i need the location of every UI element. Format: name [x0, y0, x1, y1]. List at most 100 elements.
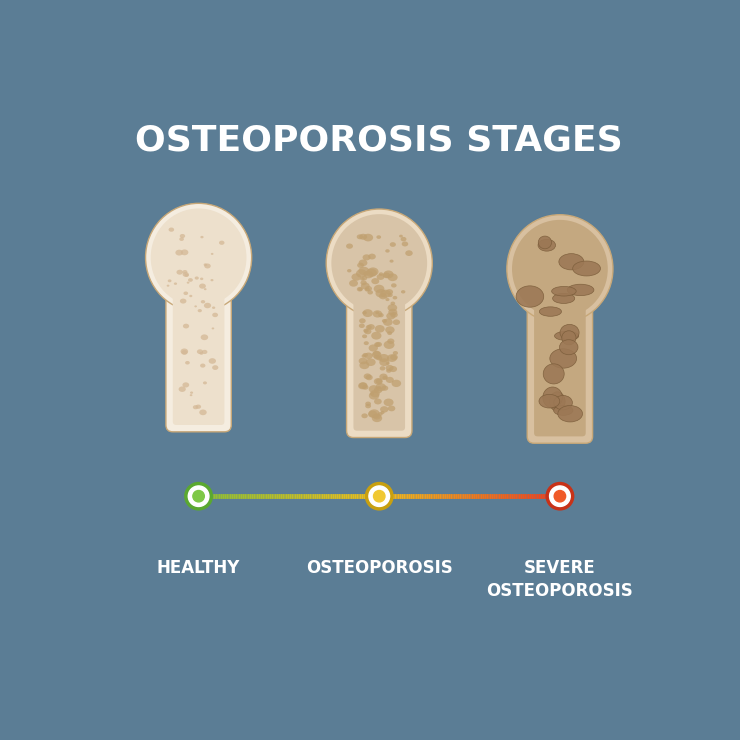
Ellipse shape — [199, 283, 206, 289]
Ellipse shape — [169, 227, 174, 232]
Ellipse shape — [200, 363, 206, 368]
Ellipse shape — [188, 278, 193, 282]
Circle shape — [185, 482, 212, 510]
Ellipse shape — [195, 405, 201, 408]
Ellipse shape — [212, 366, 218, 370]
Ellipse shape — [366, 358, 376, 366]
Ellipse shape — [388, 293, 393, 297]
Ellipse shape — [371, 278, 380, 284]
Ellipse shape — [373, 414, 381, 420]
FancyBboxPatch shape — [354, 260, 405, 431]
Ellipse shape — [363, 255, 371, 260]
Ellipse shape — [389, 366, 397, 372]
Ellipse shape — [386, 362, 389, 365]
Ellipse shape — [379, 272, 383, 276]
Text: OSTEOPOROSIS STAGES: OSTEOPOROSIS STAGES — [135, 123, 623, 157]
Ellipse shape — [179, 238, 184, 241]
Ellipse shape — [375, 312, 379, 314]
FancyBboxPatch shape — [173, 254, 224, 425]
Ellipse shape — [386, 298, 389, 301]
Ellipse shape — [175, 249, 183, 255]
Ellipse shape — [380, 406, 388, 413]
Ellipse shape — [539, 394, 559, 408]
Ellipse shape — [380, 358, 389, 366]
Ellipse shape — [146, 204, 252, 312]
Ellipse shape — [550, 391, 565, 411]
Ellipse shape — [381, 386, 389, 391]
Ellipse shape — [204, 263, 207, 266]
Ellipse shape — [346, 243, 353, 249]
Ellipse shape — [386, 365, 394, 371]
Ellipse shape — [369, 385, 379, 393]
Ellipse shape — [374, 387, 383, 394]
Ellipse shape — [383, 376, 388, 380]
Ellipse shape — [379, 293, 387, 300]
Ellipse shape — [383, 399, 394, 406]
Circle shape — [366, 482, 393, 510]
Ellipse shape — [383, 318, 393, 326]
Ellipse shape — [512, 220, 608, 318]
Ellipse shape — [391, 302, 395, 305]
Ellipse shape — [375, 342, 382, 347]
Text: OSTEOPOROSIS: OSTEOPOROSIS — [306, 559, 453, 577]
Ellipse shape — [364, 352, 373, 359]
Ellipse shape — [178, 386, 186, 392]
Ellipse shape — [383, 340, 394, 349]
Ellipse shape — [326, 209, 432, 317]
Ellipse shape — [204, 288, 206, 290]
Ellipse shape — [358, 266, 369, 275]
Ellipse shape — [358, 383, 367, 389]
Ellipse shape — [374, 325, 385, 332]
Ellipse shape — [390, 354, 398, 360]
Ellipse shape — [359, 357, 367, 364]
Ellipse shape — [201, 300, 205, 303]
Ellipse shape — [386, 326, 394, 334]
Ellipse shape — [400, 237, 406, 241]
Ellipse shape — [363, 309, 373, 317]
Ellipse shape — [393, 320, 400, 325]
Ellipse shape — [362, 385, 369, 390]
Ellipse shape — [363, 329, 369, 333]
Ellipse shape — [181, 350, 187, 354]
Ellipse shape — [369, 409, 380, 418]
Ellipse shape — [382, 319, 387, 323]
Ellipse shape — [166, 285, 169, 286]
Ellipse shape — [209, 358, 216, 364]
Ellipse shape — [168, 280, 172, 282]
Ellipse shape — [183, 323, 189, 329]
Ellipse shape — [386, 289, 393, 295]
Ellipse shape — [199, 409, 206, 415]
Ellipse shape — [386, 249, 390, 252]
Ellipse shape — [562, 331, 576, 345]
Ellipse shape — [366, 404, 371, 408]
Ellipse shape — [204, 263, 211, 269]
Ellipse shape — [190, 391, 193, 394]
Ellipse shape — [560, 324, 579, 341]
Ellipse shape — [193, 405, 198, 409]
Ellipse shape — [365, 286, 372, 292]
Ellipse shape — [210, 279, 214, 281]
Ellipse shape — [386, 377, 394, 383]
Ellipse shape — [361, 283, 370, 289]
Ellipse shape — [151, 209, 246, 306]
Ellipse shape — [180, 298, 186, 303]
Ellipse shape — [359, 260, 367, 266]
Ellipse shape — [368, 267, 379, 276]
Ellipse shape — [362, 334, 367, 338]
Text: HEALTHY: HEALTHY — [157, 559, 240, 577]
Ellipse shape — [559, 340, 578, 354]
Ellipse shape — [550, 349, 576, 369]
Ellipse shape — [516, 286, 544, 307]
Ellipse shape — [378, 313, 384, 317]
Ellipse shape — [370, 392, 374, 396]
Ellipse shape — [374, 285, 384, 293]
Ellipse shape — [360, 361, 369, 369]
Ellipse shape — [367, 290, 373, 295]
Ellipse shape — [391, 283, 397, 288]
Ellipse shape — [183, 383, 189, 388]
Ellipse shape — [373, 310, 383, 317]
Ellipse shape — [377, 386, 381, 389]
Ellipse shape — [369, 344, 378, 352]
Ellipse shape — [189, 394, 192, 396]
Circle shape — [374, 491, 385, 502]
